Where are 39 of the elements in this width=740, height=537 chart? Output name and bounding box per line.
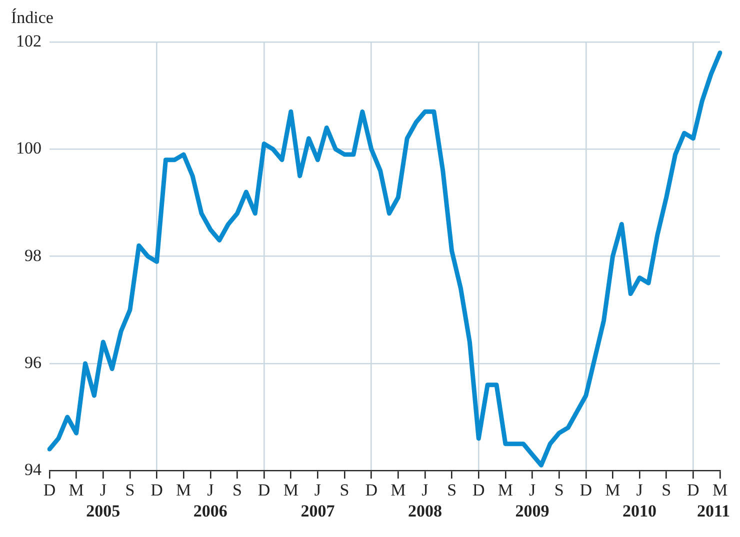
- x-tick-label: S: [447, 480, 457, 500]
- y-tick-label: 94: [24, 460, 42, 480]
- text: 2011: [696, 502, 730, 521]
- text: 2006: [193, 502, 228, 521]
- x-tick-label: J: [314, 480, 322, 500]
- x-tick-label: M: [712, 480, 728, 500]
- x-tick-label: D: [580, 480, 592, 500]
- x-tick-label: M: [283, 480, 298, 500]
- x-tick-label: S: [554, 480, 564, 500]
- text: 2007: [300, 502, 336, 521]
- x-tick-label: D: [150, 480, 163, 500]
- x-tick-label: M: [390, 480, 406, 500]
- x-tick-label: S: [232, 480, 242, 500]
- x-tick-label: M: [605, 480, 620, 500]
- x-tick-label: M: [498, 480, 514, 500]
- x-tick-label: J: [636, 480, 644, 500]
- x-tick-label: S: [340, 480, 350, 500]
- x-tick-label: D: [687, 480, 700, 500]
- x-tick-label: J: [528, 480, 536, 500]
- x-tick-label: M: [176, 480, 192, 500]
- x-tick-label: J: [422, 480, 429, 500]
- x-tick-label: J: [207, 480, 214, 500]
- text: 2010: [622, 502, 657, 521]
- y-axis-title: Índice: [11, 8, 54, 27]
- x-tick-label: M: [68, 480, 84, 500]
- x-tick-label: D: [258, 480, 270, 500]
- x-tick-label: D: [365, 480, 378, 500]
- y-tick-label: 96: [24, 352, 42, 372]
- x-tick-label: S: [125, 480, 135, 500]
- x-tick-label: S: [662, 480, 672, 500]
- y-tick-label: 102: [16, 31, 42, 50]
- text: 2009: [515, 502, 550, 521]
- x-tick-label: D: [43, 480, 56, 500]
- x-tick-label: D: [472, 480, 485, 500]
- text: 2005: [86, 502, 120, 521]
- y-tick-label: 100: [16, 138, 42, 158]
- x-tick-label: J: [100, 480, 107, 500]
- text: 2008: [408, 502, 442, 521]
- y-tick-label: 98: [24, 246, 42, 265]
